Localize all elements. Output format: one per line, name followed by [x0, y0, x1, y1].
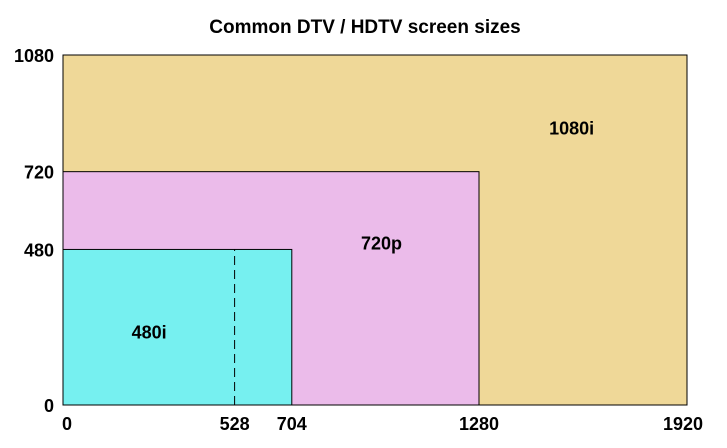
y-tick-label: 1080 — [14, 46, 54, 66]
x-tick-label: 528 — [220, 414, 250, 434]
y-tick-label: 720 — [24, 163, 54, 183]
x-tick-label: 1920 — [663, 414, 703, 434]
label-720p: 720p — [361, 233, 402, 253]
x-tick-label: 0 — [62, 414, 72, 434]
x-tick-label: 1280 — [459, 414, 499, 434]
diagram-title: Common DTV / HDTV screen sizes — [209, 17, 520, 38]
rect-480i — [62, 248, 293, 406]
y-tick-label: 0 — [44, 396, 54, 416]
x-tick-label: 704 — [277, 414, 307, 434]
label-1080i: 1080i — [549, 118, 594, 138]
label-480i: 480i — [132, 323, 167, 343]
y-tick-label: 480 — [24, 240, 54, 260]
